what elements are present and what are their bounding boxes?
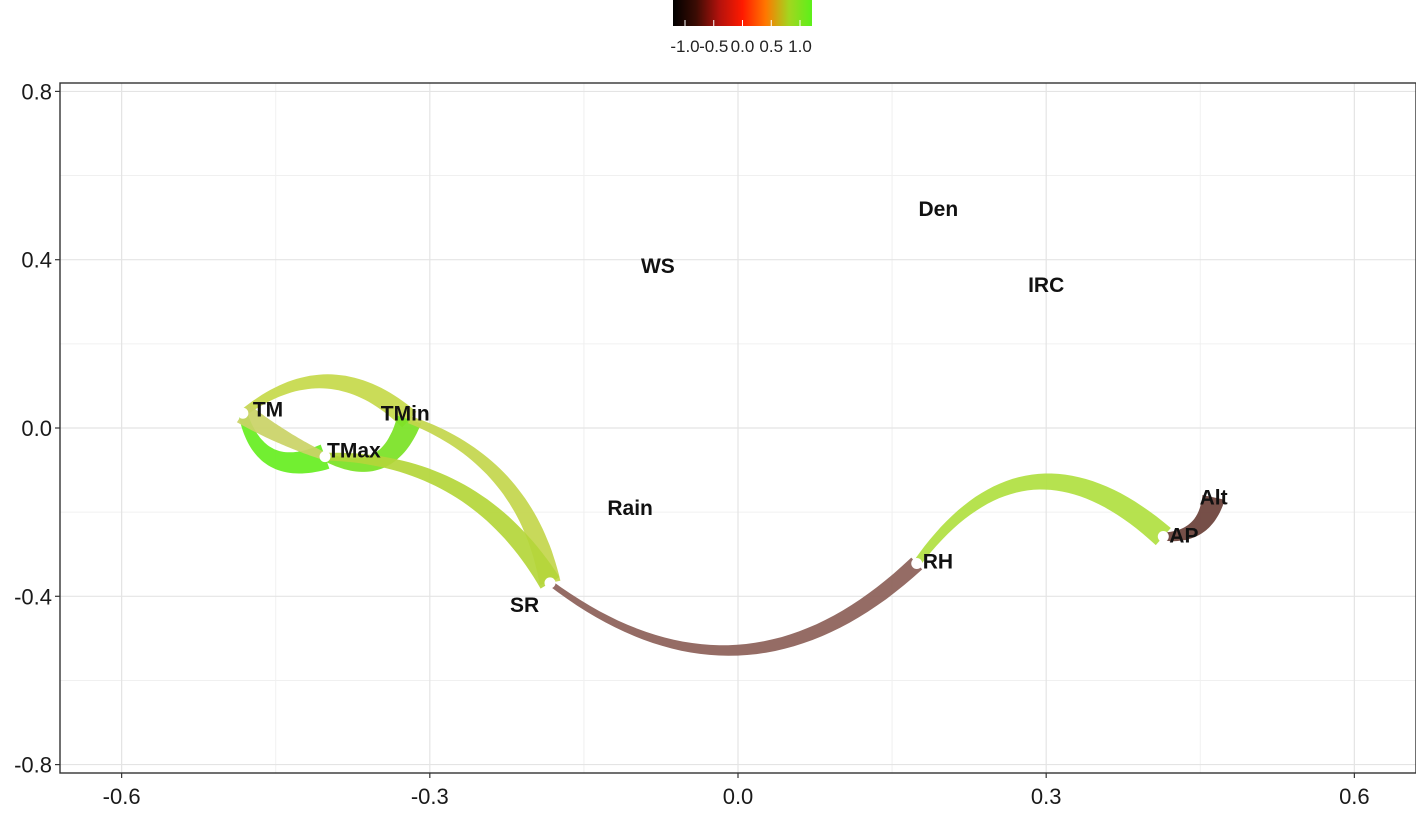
edge-tm-tmin	[240, 374, 417, 428]
y-tick-label: -0.4	[14, 584, 52, 609]
legend-tick-label: 1.0	[788, 37, 812, 56]
x-tick-label: -0.6	[103, 784, 141, 809]
node-label-sr: SR	[510, 594, 539, 617]
edge-tmax-sr	[325, 452, 560, 589]
edge-ap-alt	[1163, 495, 1225, 542]
node-points	[237, 407, 1169, 589]
edge-rh-ap	[913, 473, 1171, 566]
color-legend: -1.0 -0.5 0.0 0.5 1.0	[670, 0, 812, 56]
node-point-tmax	[319, 451, 331, 463]
node-point-rh	[911, 557, 923, 569]
edge-tmax-tm	[236, 404, 327, 461]
legend-tick-label: -0.5	[699, 37, 728, 56]
legend-tick-label: 0.5	[759, 37, 783, 56]
node-label-rain: Rain	[607, 497, 653, 520]
y-tick-label: 0.4	[21, 248, 52, 273]
edge-sr-rh	[548, 557, 923, 656]
node-label-rh: RH	[923, 550, 953, 573]
node-label-irc: IRC	[1028, 274, 1064, 297]
node-label-ws: WS	[641, 255, 675, 278]
node-label-tm: TM	[253, 398, 283, 421]
y-tick-label: 0.0	[21, 416, 52, 441]
x-tick-label: 0.6	[1339, 784, 1370, 809]
node-point-tm	[237, 407, 249, 419]
y-tick-label: 0.8	[21, 79, 52, 104]
node-label-tmin: TMin	[381, 403, 430, 426]
edge-tm-tmax	[238, 412, 330, 474]
node-label-alt: Alt	[1200, 486, 1228, 509]
x-tick-label: 0.3	[1031, 784, 1062, 809]
node-point-ap	[1157, 531, 1169, 543]
x-tick-label: -0.3	[411, 784, 449, 809]
node-point-sr	[544, 577, 556, 589]
axes: -0.6 -0.3 0.0 0.3 0.6 -0.8 -0.4 0.0 0.4 0.8	[14, 79, 1416, 809]
edge-tmax-tmin	[323, 415, 422, 472]
legend-tick-label: -1.0	[670, 37, 699, 56]
y-tick-label: -0.8	[14, 753, 52, 778]
node-label-tmax: TMax	[327, 440, 381, 463]
x-tick-label: 0.0	[723, 784, 754, 809]
node-label-den: Den	[918, 198, 958, 221]
legend-tick-label: 0.0	[731, 37, 755, 56]
node-label-ap: AP	[1169, 525, 1198, 548]
edges	[236, 374, 1225, 656]
